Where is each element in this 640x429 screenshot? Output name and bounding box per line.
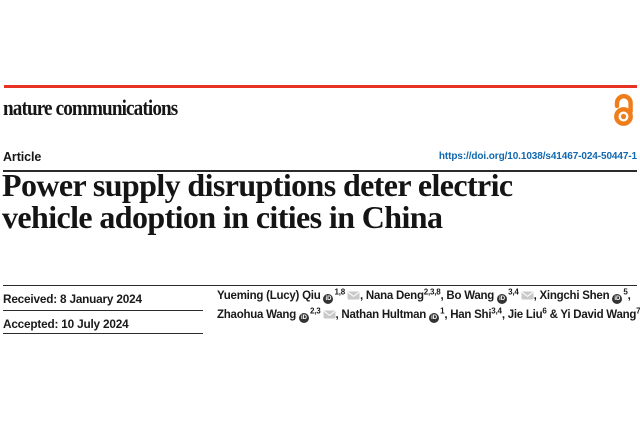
orcid-icon[interactable]: iD [612,294,623,304]
author-list: Yueming (Lucy) Qiu iD1,8, Nana Deng2,3,8,… [217,287,640,325]
affiliation-superscript: 7 [636,306,640,316]
affiliation-superscript: 1,8 [334,287,346,297]
article-rule [3,170,637,172]
orcid-icon[interactable]: iD [323,294,334,304]
dates-authors-top-rule [3,285,637,287]
author-name: Yueming (Lucy) Qiu [217,290,321,302]
author: Bo Wang iD3,4, [446,287,540,304]
author-name: Han Shi [450,309,492,321]
email-icon[interactable] [521,288,534,306]
author-name: Zhaohua Wang [217,309,296,321]
author-separator: , [627,290,631,302]
accepted-date: Accepted: 10 July 2024 [3,317,129,331]
accepted-rule [3,333,203,335]
orcid-icon[interactable]: iD [429,313,440,323]
author: Yi David Wang7 [560,306,640,321]
affiliation-superscript: 2,3 [309,306,321,316]
author-separator: , [335,309,342,321]
affiliation-superscript: 3,4 [491,306,502,316]
affiliation-superscript: 1 [440,306,445,316]
email-icon[interactable] [323,307,336,325]
author-separator: , [360,290,366,302]
author-separator: , [533,290,540,302]
author: Nathan Hultman iD1, [341,306,451,323]
affiliation-superscript: 5 [623,287,628,297]
affiliation-superscript: 6 [542,306,547,316]
orcid-icon[interactable]: iD [298,313,309,323]
author-separator: & [546,309,561,321]
email-icon[interactable] [347,288,360,306]
brand-rule [4,85,637,88]
author-separator: , [501,309,508,321]
author-name: Jie Liu [507,309,543,321]
author: Xingchi Shen iD5, [539,287,631,304]
received-date: Received: 8 January 2024 [3,292,142,306]
journal-name: nature communications [3,95,178,120]
paper-title: Power supply disruptions deter electric … [2,167,513,235]
author: Jie Liu6 & [507,306,561,321]
author-separator: , [440,290,447,302]
author-name: Nathan Hultman [341,309,427,321]
affiliation-superscript: 2,3,8 [423,287,441,297]
author-name: Nana Deng [365,290,424,302]
open-access-icon [610,92,637,126]
author: Han Shi3,4, [450,306,508,321]
author-name: Yi David Wang [560,309,637,321]
author: Nana Deng2,3,8, [365,287,447,302]
orcid-icon[interactable]: iD [497,294,508,304]
author-name: Bo Wang [446,290,495,302]
doi-link[interactable]: https://doi.org/10.1038/s41467-024-50447… [438,151,637,162]
author: Zhaohua Wang iD2,3, [217,306,342,323]
article-type-label: Article [3,150,42,164]
received-rule [3,310,203,312]
author: Yueming (Lucy) Qiu iD1,8, [217,287,366,304]
affiliation-superscript: 3,4 [508,287,519,297]
author-separator: , [444,309,451,321]
author-name: Xingchi Shen [539,290,610,302]
